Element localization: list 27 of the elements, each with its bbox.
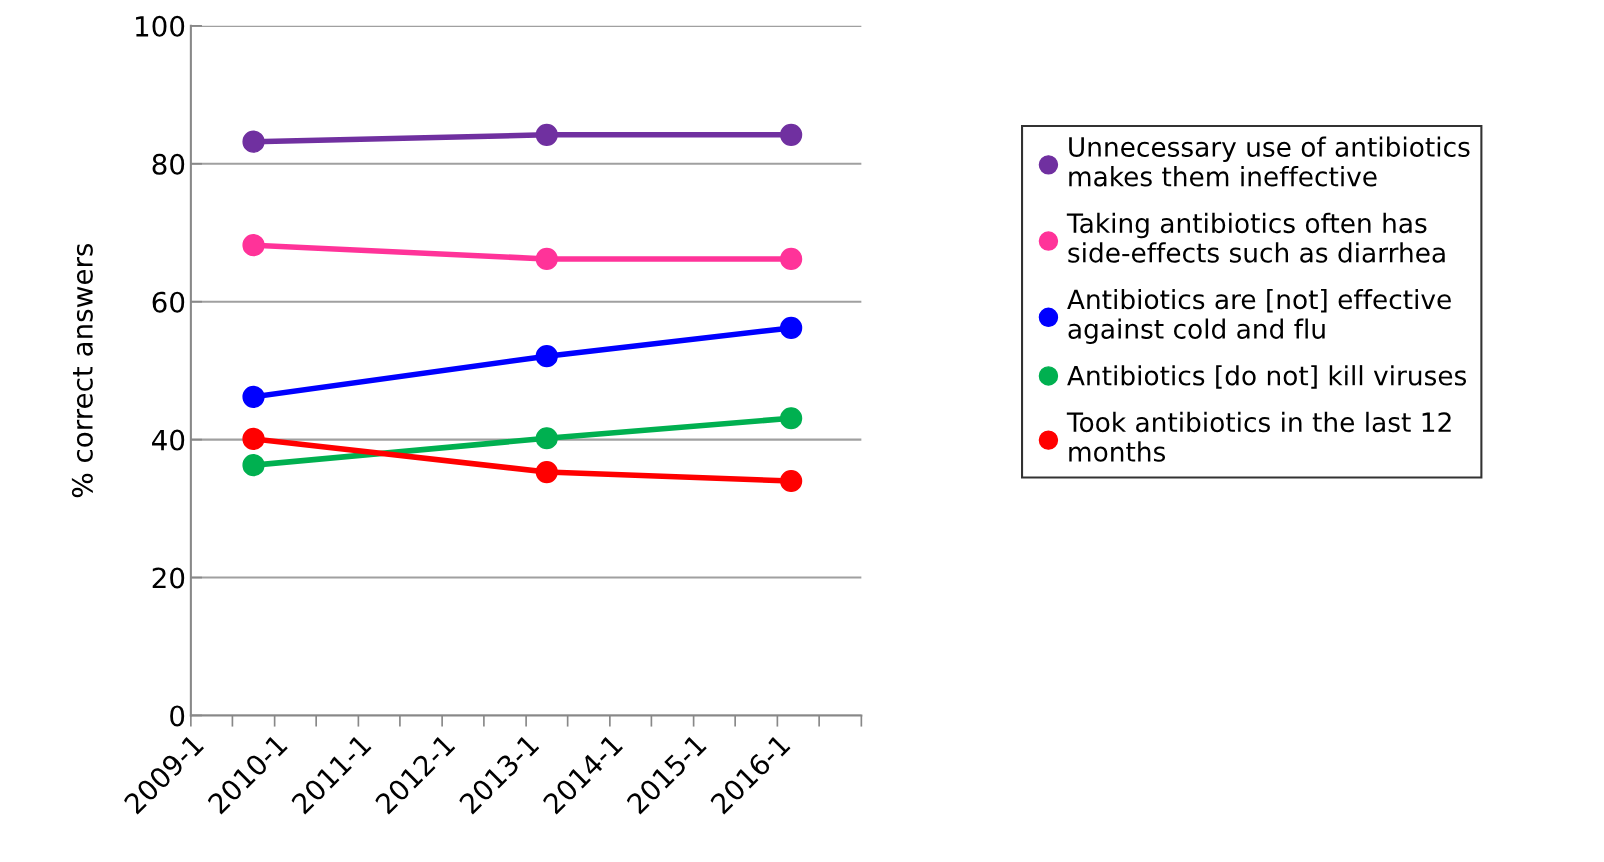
y-axis-title: % correct answers <box>71 243 93 498</box>
point <box>535 345 558 368</box>
point <box>242 130 265 153</box>
legend-label: Took antibiotics in the last 12 months <box>1066 411 1451 462</box>
legend-label: Unnecessary use of antibiotics makes them ineffective <box>1069 136 1470 187</box>
y-tick-label: 60 <box>152 291 185 313</box>
legend-label: Antibiotics are [not] effective against cold and flu <box>1067 288 1451 345</box>
point <box>535 427 558 450</box>
point <box>780 123 803 146</box>
y-tick-label: 0 <box>170 705 185 727</box>
point <box>535 123 558 146</box>
y-tick-label: 100 <box>136 15 185 37</box>
point <box>242 385 265 408</box>
y-tick-label: 20 <box>152 567 185 589</box>
point <box>242 454 265 477</box>
point <box>535 247 558 271</box>
point <box>780 469 803 493</box>
legend-label: Antibiotics [do not] kill viruses <box>1067 365 1467 389</box>
point <box>780 247 803 271</box>
point <box>780 407 803 430</box>
point <box>780 316 803 340</box>
y-tick-label: 80 <box>152 153 185 175</box>
point <box>535 460 558 484</box>
y-tick-label: 40 <box>152 429 185 451</box>
legend-label: Taking antibiotics often has side-effects such as diarrhea <box>1066 212 1445 263</box>
point <box>242 427 265 451</box>
point <box>242 234 265 257</box>
